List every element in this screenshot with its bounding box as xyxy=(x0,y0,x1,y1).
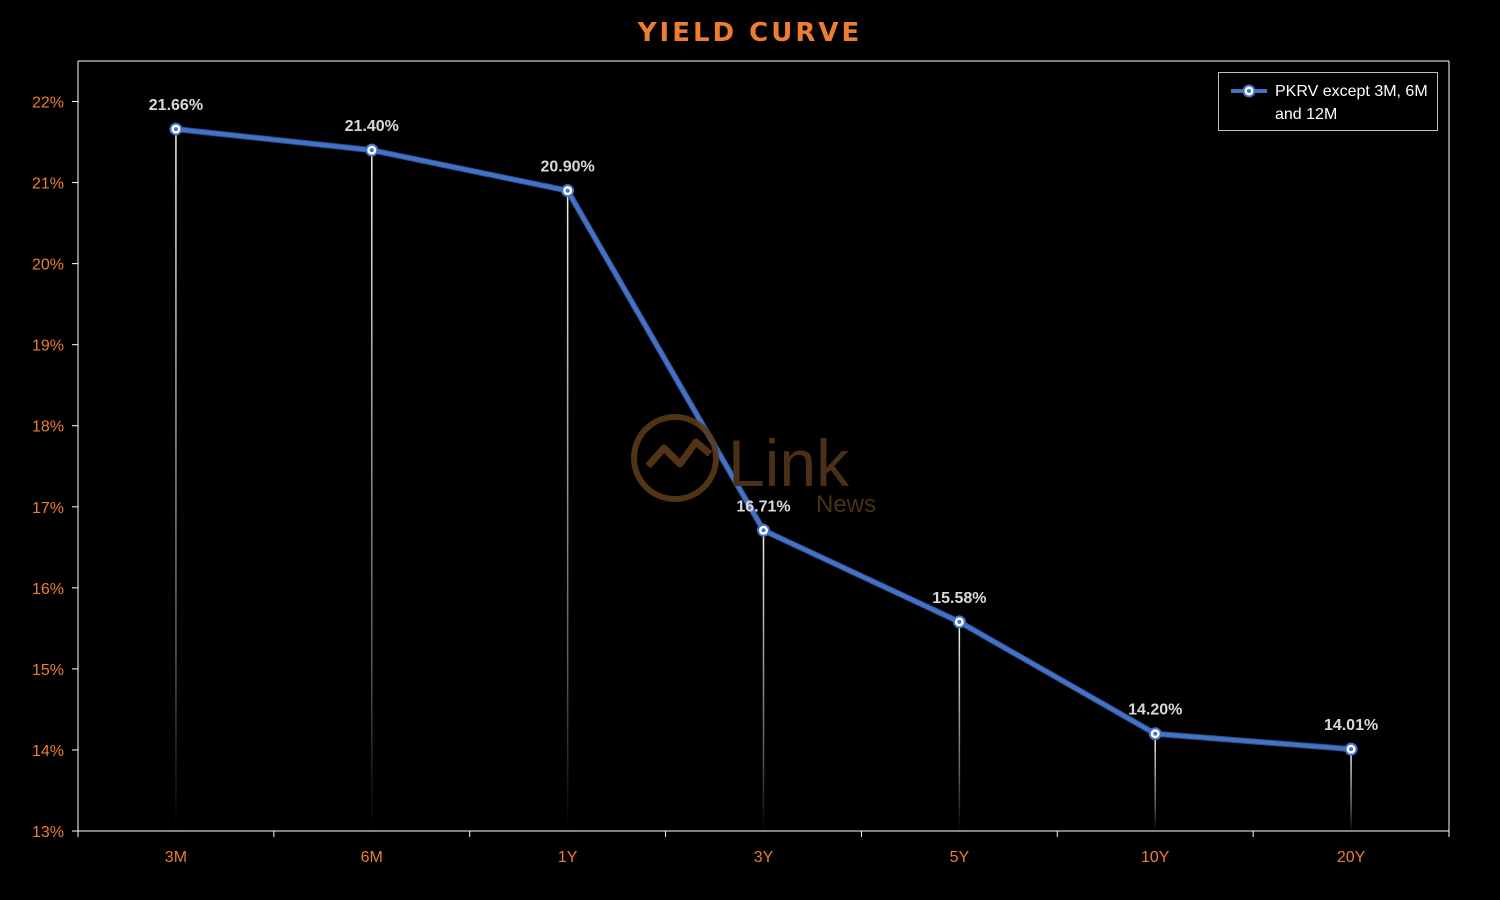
marker-dot xyxy=(565,188,570,193)
data-point-marker xyxy=(365,143,379,157)
drop-line xyxy=(1350,749,1352,831)
marker-dot xyxy=(369,148,374,153)
y-tick-label: 18% xyxy=(32,419,64,436)
data-label: 20.90% xyxy=(541,159,595,176)
x-tick-label: 1Y xyxy=(558,849,578,866)
x-tick-label: 5Y xyxy=(950,849,970,866)
data-point-marker xyxy=(952,615,966,629)
y-tick-label: 15% xyxy=(32,662,64,679)
plot-area-frame xyxy=(78,60,1450,831)
data-label: 21.40% xyxy=(345,118,399,135)
legend-series-name: PKRV except 3M, 6M and 12M xyxy=(1275,83,1428,123)
marker-dot xyxy=(173,127,178,132)
y-tick-label: 13% xyxy=(32,824,64,841)
drop-line xyxy=(371,150,373,831)
marker-dot xyxy=(1153,731,1158,736)
x-tick-label: 6M xyxy=(361,849,383,866)
x-tick-label: 3Y xyxy=(754,849,774,866)
drop-line xyxy=(762,530,765,831)
data-label: 21.66% xyxy=(149,97,203,114)
data-label: 16.71% xyxy=(736,498,790,515)
marker-dot xyxy=(957,619,962,624)
y-tick-label: 16% xyxy=(32,581,64,598)
drop-line xyxy=(175,129,177,831)
chart-title: YIELD CURVE xyxy=(637,18,863,48)
y-tick-label: 19% xyxy=(32,338,64,355)
drop-line xyxy=(566,190,569,831)
data-label: 14.20% xyxy=(1128,702,1182,719)
y-tick-label: 22% xyxy=(32,95,64,112)
drop-lines xyxy=(175,129,1352,831)
data-labels: 21.66% 21.40% 20.90% 16.71% 15.58% 14.20% 14.0… xyxy=(149,97,1378,734)
drop-line xyxy=(958,621,961,831)
legend-marker-icon xyxy=(1231,84,1267,98)
y-tick-label: 20% xyxy=(32,257,64,274)
y-tick-label: 14% xyxy=(32,743,64,760)
data-point-marker xyxy=(1344,742,1358,756)
data-label: 14.01% xyxy=(1324,717,1378,734)
data-point-marker xyxy=(169,122,183,136)
x-axis: 3M 6M 1Y 3Y 5Y 10Y 20Y xyxy=(77,830,1450,866)
y-tick-label: 17% xyxy=(32,500,64,517)
legend: PKRV except 3M, 6M and 12M xyxy=(1218,72,1438,131)
y-tick-label: 21% xyxy=(32,176,64,193)
marker-dot xyxy=(761,528,766,533)
watermark-text: Link xyxy=(728,426,850,500)
x-tick-label: 3M xyxy=(165,849,187,866)
data-point-marker xyxy=(561,184,575,198)
link-news-watermark: Link News xyxy=(631,414,876,518)
marker-dot xyxy=(1349,747,1354,752)
y-axis: 13% 14% 15% 16% 17% 18% 19% 20% 21% 22% xyxy=(32,61,79,841)
x-tick-label: 20Y xyxy=(1337,849,1366,866)
watermark-subtext: News xyxy=(816,491,876,518)
watermark-logo-icon xyxy=(631,414,719,502)
series-line-group xyxy=(169,122,1358,756)
drop-line xyxy=(1154,733,1156,831)
data-point-marker xyxy=(757,523,770,537)
x-tick-label: 10Y xyxy=(1141,849,1170,866)
data-label: 15.58% xyxy=(932,590,986,607)
data-point-marker xyxy=(1148,727,1162,741)
